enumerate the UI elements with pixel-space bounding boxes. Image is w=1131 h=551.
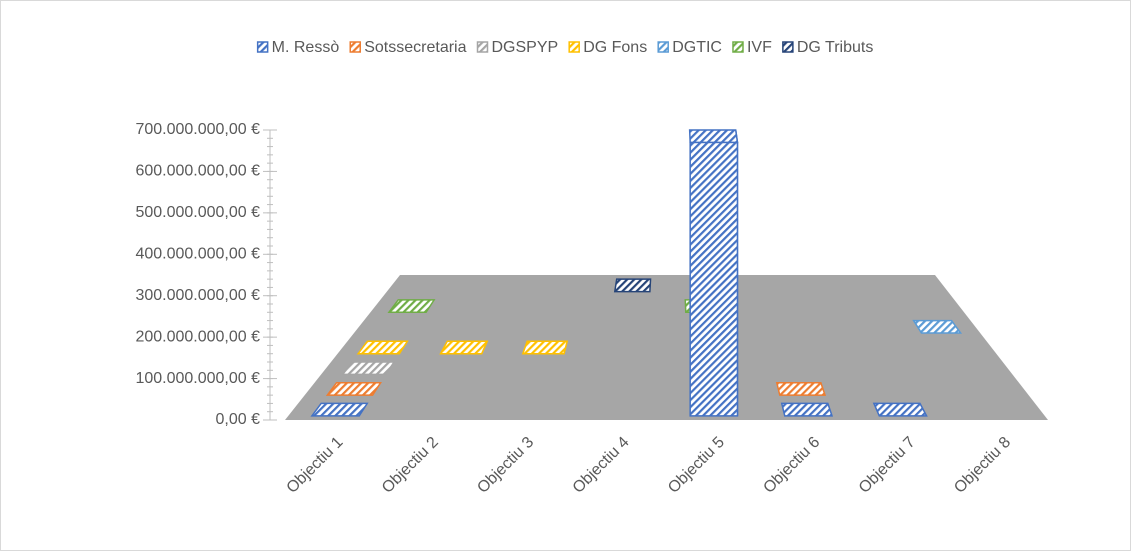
bar <box>521 340 569 355</box>
bar-top <box>521 340 569 355</box>
bar <box>439 340 489 355</box>
bar <box>780 402 834 417</box>
legend-swatch <box>568 41 580 53</box>
legend-swatch <box>476 41 489 53</box>
legend-label: DGSPYP <box>492 39 559 56</box>
bar-top <box>780 402 834 417</box>
y-tick-label: 500.000.000,00 € <box>135 204 260 221</box>
legend-label: M. Ressò <box>272 39 340 56</box>
bar <box>325 381 382 396</box>
y-tick-label: 700.000.000,00 € <box>135 121 260 138</box>
y-tick-label: 600.000.000,00 € <box>135 163 260 180</box>
legend-swatch <box>782 41 794 53</box>
bar-top <box>310 402 369 417</box>
legend-swatch <box>657 41 669 53</box>
bar <box>912 319 963 334</box>
bar <box>872 402 928 417</box>
legend-swatch <box>349 41 361 53</box>
bar <box>775 381 827 396</box>
legend-label: DG Fons <box>583 39 647 56</box>
bar-top <box>325 381 382 396</box>
floor <box>285 275 1048 420</box>
bar <box>613 278 652 293</box>
legend-label: DG Tributs <box>797 39 873 56</box>
bar-top <box>912 319 963 334</box>
bar-top <box>872 402 928 417</box>
y-tick-label: 400.000.000,00 € <box>135 246 260 263</box>
legend-label: IVF <box>747 39 772 56</box>
y-tick-label: 100.000.000,00 € <box>135 370 260 387</box>
bar <box>387 299 436 314</box>
bar <box>688 129 739 417</box>
legend-swatch <box>732 41 744 53</box>
legend-label: Sotssecretaria <box>364 39 466 56</box>
bar <box>341 361 396 376</box>
legend-label: DGTIC <box>672 39 722 56</box>
y-tick-label: 200.000.000,00 € <box>135 328 260 345</box>
bar <box>356 340 409 355</box>
bar-top <box>688 129 739 144</box>
bar-top <box>613 278 652 293</box>
bar-front <box>689 141 739 417</box>
y-tick-label: 300.000.000,00 € <box>135 287 260 304</box>
y-tick-label: 0,00 € <box>216 411 261 428</box>
bar-top <box>356 340 409 355</box>
bar-top <box>439 340 489 355</box>
bar-top <box>341 361 396 376</box>
legend-swatch <box>256 41 269 53</box>
bar <box>310 402 369 417</box>
bar-top <box>775 381 827 396</box>
bar-top <box>387 299 436 314</box>
